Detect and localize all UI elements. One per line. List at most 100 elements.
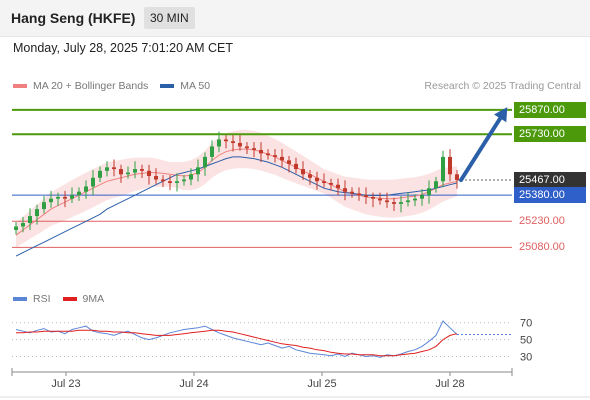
level-label-resistance: 25870.00 — [514, 101, 586, 118]
rsi-legend: RSI 9MA — [13, 293, 104, 305]
candle-body — [385, 200, 389, 203]
rsi-swatch — [13, 297, 27, 301]
candle-body — [322, 181, 326, 183]
header-bar: Hang Seng (HKFE) 30 MIN — [0, 0, 590, 37]
candle-body — [294, 163, 298, 170]
candle-body — [168, 181, 172, 183]
forecast-arrow — [459, 111, 505, 183]
ma20-swatch — [13, 84, 27, 88]
candle-body — [420, 195, 424, 199]
candle-body — [119, 169, 123, 175]
ma20-line — [15, 148, 458, 236]
rsi-tick-label: 30 — [520, 352, 532, 364]
rsi-tick-label: 70 — [520, 318, 532, 330]
candle-body — [154, 176, 158, 180]
candle-body — [42, 202, 46, 210]
instrument-title: Hang Seng (HKFE) — [11, 10, 136, 26]
x-tick-label: Jul 23 — [51, 378, 80, 390]
candle-body — [231, 141, 235, 143]
candle-body — [378, 198, 382, 201]
legend-ma50-label: MA 50 — [180, 80, 211, 92]
candle-body — [280, 156, 284, 161]
level-label-support: 25230.00 — [519, 215, 565, 228]
candle-body — [413, 198, 417, 201]
candle-body — [56, 196, 60, 199]
ma50-line — [15, 156, 458, 257]
candle-body — [189, 174, 193, 180]
candle-body — [203, 156, 207, 168]
forecast-arrow-head — [494, 107, 508, 123]
candle-body — [259, 149, 263, 154]
ma50-swatch — [160, 84, 175, 88]
timeframe-badge[interactable]: 30 MIN — [144, 7, 195, 29]
candle-body — [371, 196, 375, 199]
candle-body — [273, 155, 277, 157]
candle-body — [217, 139, 221, 147]
candle-body — [112, 167, 116, 170]
candle-body — [315, 177, 319, 182]
candle-body — [77, 191, 81, 196]
x-tick-label: Jul 25 — [307, 378, 336, 390]
candle-body — [140, 169, 144, 171]
candle-body — [357, 193, 361, 196]
rsi-line — [15, 320, 458, 358]
candle-body — [70, 195, 74, 199]
candle-body — [238, 142, 242, 147]
candle-body — [126, 172, 130, 175]
candle-body — [14, 226, 18, 230]
candle-body — [182, 179, 186, 182]
legend-rsi-label: RSI — [33, 293, 51, 305]
candle-body — [105, 167, 109, 171]
candle-body — [21, 223, 25, 227]
price-legend: MA 20 + Bollinger Bands MA 50 — [13, 80, 210, 92]
legend-ma20-label: MA 20 + Bollinger Bands — [33, 80, 149, 92]
candle-body — [28, 216, 32, 224]
candle-body — [35, 209, 39, 217]
candle-body — [161, 179, 165, 182]
candle-body — [343, 188, 347, 192]
candle-body — [336, 184, 340, 189]
candle-body — [49, 198, 53, 203]
candle-body — [63, 196, 67, 199]
candle-body — [84, 186, 88, 192]
research-credit: Research © 2025 Trading Central — [424, 80, 581, 92]
level-label-resistance: 25730.00 — [514, 126, 586, 143]
rsi9ma-swatch — [62, 297, 77, 301]
candle-body — [210, 146, 214, 157]
candle-body — [196, 167, 200, 175]
rsi-9ma-line — [16, 329, 458, 357]
candle-body — [448, 156, 452, 175]
candle-body — [133, 169, 137, 173]
candle-body — [364, 195, 368, 197]
level-label-pivot: 25380.00 — [514, 187, 586, 204]
candle-body — [434, 181, 438, 189]
candle-body — [91, 177, 95, 187]
candle-body — [350, 191, 354, 194]
level-label-last: 25467.00 — [514, 172, 586, 189]
candle-body — [175, 181, 179, 183]
candle-body — [266, 153, 270, 156]
candle-body — [329, 183, 333, 185]
candle-body — [427, 188, 431, 196]
bollinger-band-area — [16, 129, 457, 248]
x-tick-label: Jul 28 — [435, 378, 464, 390]
candle-body — [455, 174, 459, 181]
candle-body — [301, 169, 305, 175]
level-label-support: 25080.00 — [519, 241, 565, 254]
rsi-tick-label: 50 — [520, 335, 532, 347]
legend-9ma-label: 9MA — [82, 293, 105, 305]
candle-body — [406, 200, 410, 203]
candle-body — [392, 202, 396, 204]
candle-body — [252, 148, 256, 150]
candle-body — [287, 160, 291, 164]
x-tick-label: Jul 24 — [179, 378, 208, 390]
candle-body — [441, 156, 445, 182]
candle-body — [98, 170, 102, 178]
chart-datetime: Monday, July 28, 2025 7:01:20 AM CET — [13, 41, 234, 55]
candle-body — [399, 202, 403, 204]
candle-body — [245, 146, 249, 149]
candle-body — [224, 139, 228, 142]
candle-body — [147, 170, 151, 177]
candle-body — [308, 174, 312, 178]
